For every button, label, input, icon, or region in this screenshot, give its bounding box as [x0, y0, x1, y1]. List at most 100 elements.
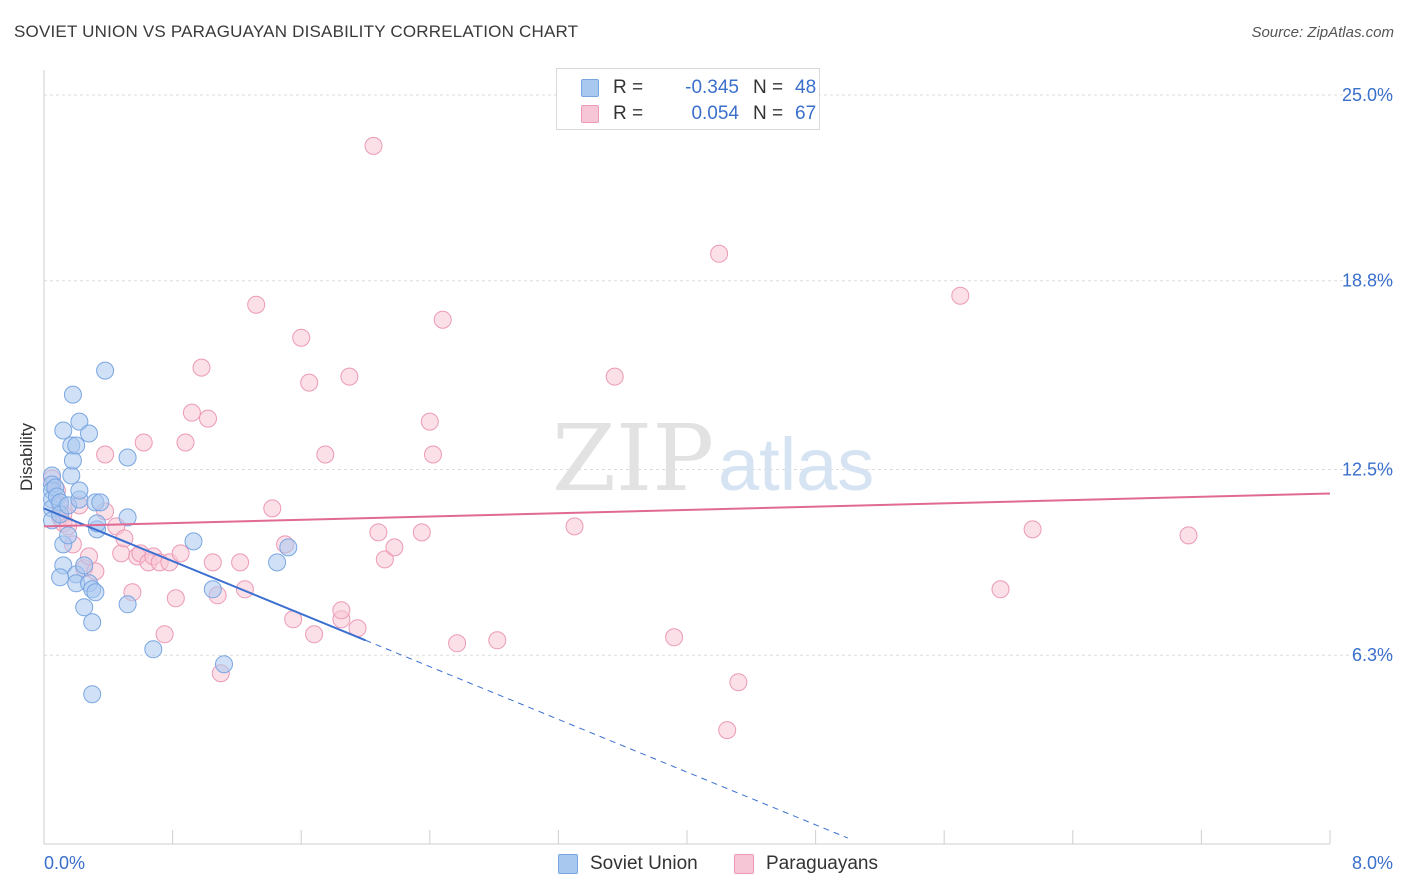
paraguayans-point [155, 625, 174, 644]
soviet-swatch [581, 79, 599, 97]
soviet-union-point [86, 583, 105, 602]
paraguayans-point [665, 628, 684, 647]
y-tick-label: 12.5% [1342, 459, 1393, 479]
soviet-union-point [75, 598, 94, 617]
paraguayans-point [375, 550, 394, 569]
soviet-union-point [67, 436, 86, 455]
soviet-union-point [118, 595, 137, 614]
y-tick-label: 25.0% [1342, 85, 1393, 105]
n-value: 48 [795, 77, 817, 98]
soviet-union-point [63, 385, 82, 404]
soviet-union-point [184, 532, 203, 551]
legend-label: Soviet Union [590, 853, 698, 874]
paraguayans-point [420, 412, 439, 431]
paraguayans-point [263, 499, 282, 518]
paraguayans-point [424, 445, 442, 464]
paraguayans-point [166, 589, 185, 608]
soviet-union-point [51, 568, 70, 587]
paraguayans-point [385, 538, 404, 557]
paraguayans-point [605, 367, 624, 386]
r-label: R = [613, 103, 644, 124]
soviet-union-point [83, 685, 102, 704]
paraguayans-point [364, 136, 383, 155]
paraguayans-point [96, 445, 115, 464]
watermark: ZIP atlas [552, 405, 874, 512]
grid-lines [44, 94, 1392, 656]
paraguayans-point [1023, 520, 1042, 539]
soviet-union-point [70, 481, 89, 500]
paraguayans-point [565, 517, 584, 536]
soviet-union-point [54, 421, 73, 440]
soviet-union-point [80, 424, 98, 443]
soviet-union-point [59, 526, 78, 545]
soviet-union-series [43, 361, 298, 704]
soviet-union-point [203, 580, 222, 599]
y-tick-label: 6.3% [1352, 645, 1393, 665]
paraguayans-point [710, 244, 729, 263]
soviet-union-point [268, 553, 287, 572]
watermark-atlas: atlas [718, 423, 874, 506]
r-value: 0.054 [691, 103, 739, 124]
soviet-union-point [83, 613, 102, 632]
paraguayans-point [112, 544, 131, 563]
legend-label: Paraguayans [766, 853, 878, 874]
paraguayans-point [412, 523, 431, 542]
paraguayans-point [316, 445, 335, 464]
paraguayans-point [369, 523, 388, 542]
paraguayans-point [340, 367, 359, 386]
paraguayans-trend-line [43, 492, 1331, 528]
soviet-union-point [215, 655, 233, 674]
soviet-union-point [63, 451, 82, 470]
soviet-union-legend-swatch [558, 854, 578, 874]
paraguayans-swatch [581, 105, 599, 123]
soviet-union-point [144, 640, 163, 659]
paraguayans-legend-swatch [734, 854, 754, 874]
soviet-union-point [75, 556, 94, 575]
trend-lines [43, 492, 1331, 839]
paraguayans-point [718, 721, 737, 740]
paraguayans-point [247, 295, 266, 314]
y-tick-labels: 25.0% 18.8% 12.5% 6.3% [1342, 85, 1393, 665]
paraguayans-point [448, 634, 467, 653]
soviet-union-point [62, 466, 81, 485]
y-axis-label: Disability [17, 422, 36, 491]
x-min-label: 0.0% [44, 853, 85, 873]
soviet-union-trend-extension [365, 639, 848, 839]
paraguayans-point [199, 409, 217, 428]
stats-legend: R = -0.345 N = 48 R = 0.054 N = 67 [556, 68, 820, 130]
soviet-union-point [70, 412, 89, 431]
r-label: R = [613, 77, 644, 98]
source-label: Source: ZipAtlas.com [1251, 24, 1394, 41]
paraguayans-point [1179, 526, 1198, 545]
x-ticks [43, 830, 1331, 844]
paraguayans-point [203, 553, 222, 572]
paraguayans-point [176, 433, 195, 452]
chart-title: SOVIET UNION VS PARAGUAYAN DISABILITY CO… [14, 22, 579, 41]
paraguayans-point [951, 286, 970, 305]
paraguayans-point [134, 433, 153, 452]
n-value: 67 [795, 103, 817, 124]
paraguayans-point [729, 673, 748, 692]
paraguayans-point [332, 601, 351, 620]
paraguayans-point [300, 373, 319, 392]
paraguayans-point [192, 358, 211, 377]
paraguayans-point [292, 328, 311, 347]
n-label: N = [753, 77, 784, 98]
watermark-zip: ZIP [552, 405, 714, 512]
soviet-union-point [91, 493, 110, 512]
r-value: -0.345 [685, 77, 739, 98]
soviet-union-trend-line [43, 507, 366, 642]
paraguayans-point [991, 580, 1010, 599]
x-max-label: 8.0% [1352, 853, 1393, 873]
paraguayans-point [488, 631, 507, 650]
paraguayans-point [182, 403, 201, 422]
soviet-union-point [118, 508, 137, 527]
y-tick-label: 18.8% [1342, 271, 1393, 291]
n-label: N = [753, 103, 784, 124]
soviet-union-point [96, 361, 115, 380]
soviet-union-point [118, 448, 137, 467]
paraguayans-point [433, 310, 452, 329]
paraguayans-point [231, 553, 250, 572]
paraguayans-point [305, 625, 324, 644]
